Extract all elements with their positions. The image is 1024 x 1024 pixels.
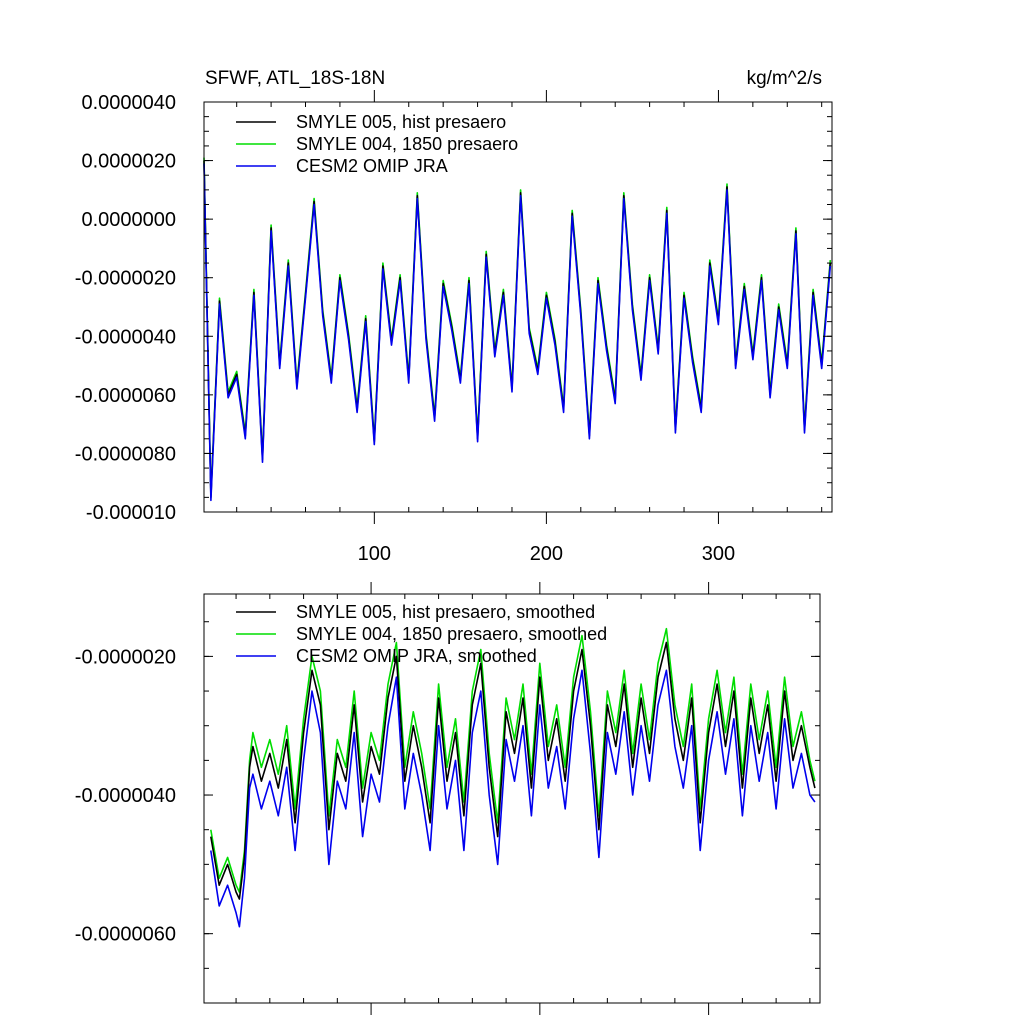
- y-tick-label: -0.0000040: [75, 326, 176, 348]
- y-tick-label: 0.0000000: [81, 209, 176, 231]
- legend-label: SMYLE 004, 1850 presaero, smoothed: [296, 624, 607, 644]
- x-tick-label: 200: [530, 543, 563, 565]
- legend-label: SMYLE 004, 1850 presaero: [296, 134, 518, 154]
- legend-label: SMYLE 005, hist presaero: [296, 112, 506, 132]
- top-chart-panel: SFWF, ATL_18S-18N kg/m^2/s 0.00000400.00…: [75, 68, 833, 565]
- bottom-legend: SMYLE 005, hist presaero, smoothedSMYLE …: [236, 602, 607, 666]
- bottom-series-group: [210, 627, 816, 928]
- bottom-chart-panel: -0.0000020 -0.0000040 -0.0000060 SMYLE 005…: [75, 582, 821, 1015]
- y-tick-label: 0.0000040: [81, 92, 176, 114]
- x-tick-label: 300: [702, 543, 735, 565]
- x-tick-label: 100: [358, 543, 391, 565]
- y-tick-label: -0.0000040: [75, 785, 176, 807]
- top-series-group: [203, 157, 832, 502]
- y-tick-label: -0.0000060: [75, 924, 176, 946]
- y-tick-label: 0.0000020: [81, 151, 176, 173]
- chart-title: SFWF, ATL_18S-18N: [205, 68, 385, 89]
- series-line-0: [210, 641, 816, 900]
- top-axes-group: 0.0000040 0.0000020 0.0000000 -0.0000020 -0.…: [75, 90, 833, 565]
- y-tick-label: -0.000010: [86, 502, 176, 524]
- y-tick-label: -0.0000060: [75, 385, 176, 407]
- y-tick-label: -0.0000020: [75, 268, 176, 290]
- legend-label: CESM2 OMIP JRA: [296, 156, 448, 176]
- units-label: kg/m^2/s: [747, 68, 822, 89]
- y-tick-label: -0.0000020: [75, 646, 176, 668]
- legend-label: CESM2 OMIP JRA, smoothed: [296, 646, 537, 666]
- bottom-axes-group: -0.0000020 -0.0000040 -0.0000060: [75, 582, 821, 1015]
- series-line-1: [210, 627, 816, 893]
- plot-frame: [203, 593, 821, 1004]
- series-line-2: [203, 163, 832, 502]
- y-tick-label: -0.0000080: [75, 443, 176, 465]
- legend-label: SMYLE 005, hist presaero, smoothed: [296, 602, 595, 622]
- series-line-2: [210, 669, 816, 928]
- series-line-0: [203, 160, 832, 499]
- series-line-1: [203, 157, 832, 496]
